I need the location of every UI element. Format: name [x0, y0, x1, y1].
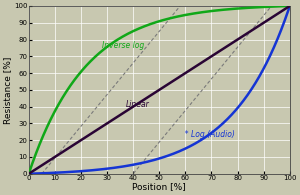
Text: Inverse log: Inverse log: [102, 41, 144, 50]
X-axis label: Position [%]: Position [%]: [132, 183, 186, 191]
Text: * Log (Audio): * Log (Audio): [180, 130, 235, 139]
Y-axis label: Resistance [%]: Resistance [%]: [4, 56, 13, 124]
Text: Linear: Linear: [125, 100, 149, 109]
